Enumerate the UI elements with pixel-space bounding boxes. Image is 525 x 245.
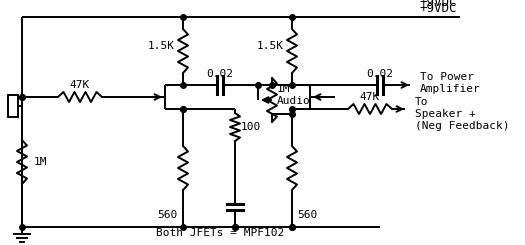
Text: 100: 100	[241, 122, 261, 132]
Text: 1.5K: 1.5K	[257, 41, 284, 51]
Text: 560: 560	[297, 210, 317, 220]
Text: 1M: 1M	[34, 157, 47, 167]
Text: To
Speaker +
(Neg Feedback): To Speaker + (Neg Feedback)	[415, 98, 509, 131]
Text: To Power
Amplifier: To Power Amplifier	[420, 72, 481, 94]
Text: 560: 560	[158, 210, 178, 220]
Text: 47K: 47K	[70, 80, 90, 90]
Text: +9VDC: +9VDC	[420, 0, 457, 9]
Text: 0.02: 0.02	[366, 69, 394, 79]
Text: 0.02: 0.02	[206, 69, 234, 79]
Text: +9VDC: +9VDC	[420, 2, 457, 15]
Text: Both JFETs = MPF102: Both JFETs = MPF102	[156, 228, 284, 238]
Text: 47K: 47K	[360, 92, 380, 102]
Text: 1.5K: 1.5K	[148, 41, 175, 51]
Bar	[8, 95, 18, 117]
Text: 1M
Audio: 1M Audio	[277, 84, 311, 106]
